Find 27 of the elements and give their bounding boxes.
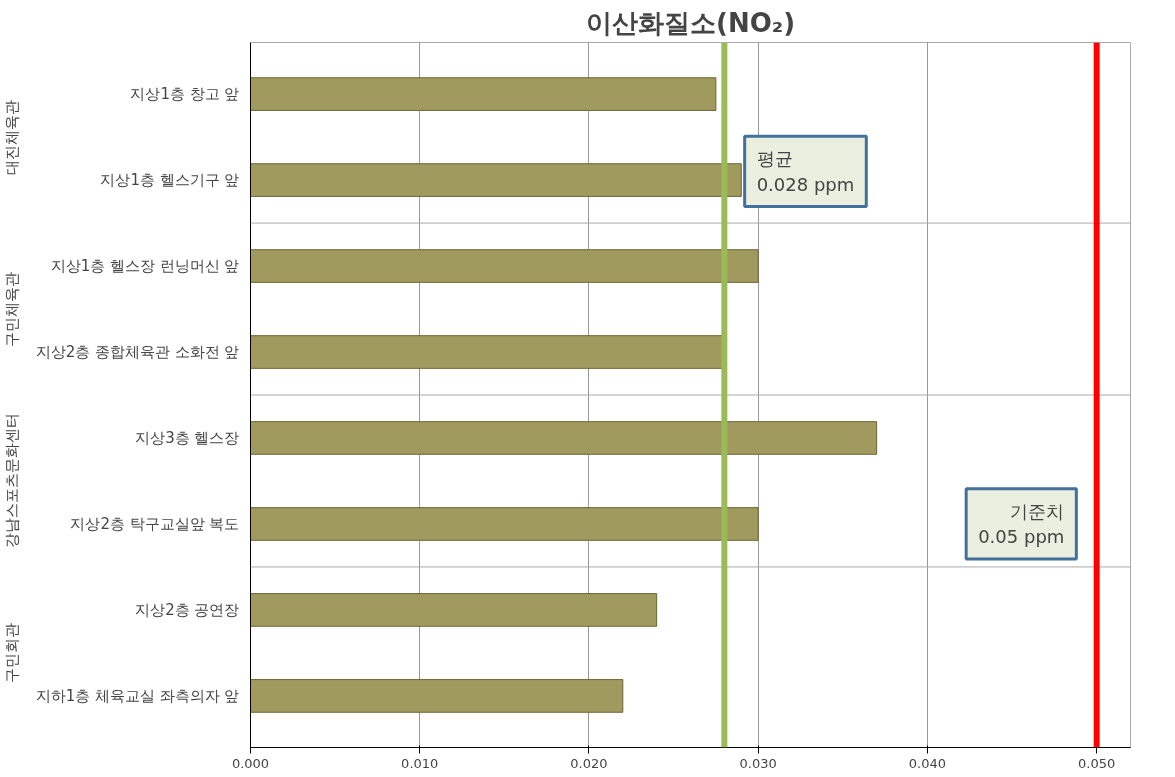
y-tick-label: 지상2층 공연장 (135, 600, 240, 619)
bar (250, 421, 878, 455)
y-tick-label: 지상1층 창고 앞 (130, 85, 240, 104)
bar (250, 249, 759, 283)
x-tick-label: 0.050 (1078, 755, 1116, 771)
x-tick-label: 0.000 (231, 755, 270, 771)
ref-line-label: 평균 0.028 ppm (756, 148, 855, 195)
bar (250, 679, 624, 713)
bar (250, 507, 759, 541)
y-tick-label: 지상1층 헬스장 런닝머신 앞 (50, 257, 240, 276)
bar (250, 77, 717, 111)
y-tick-label: 지상1층 헬스기구 앞 (100, 171, 240, 190)
bar (250, 593, 658, 627)
y-tick-label: 지상2층 탁구교실앞 복도 (70, 514, 240, 533)
ref-line-label: 기준치 0.05 ppm (978, 500, 1065, 548)
x-tick-label: 0.040 (908, 755, 947, 771)
x-tick-label: 0.030 (739, 755, 777, 771)
y-tick-label: 지하1층 체육교실 좌측의자 앞 (35, 686, 240, 705)
text: 구민회관 (3, 622, 22, 683)
text: 구민체육관 (3, 271, 22, 347)
y-tick-label: 지상3층 헬스장 (135, 428, 240, 447)
chart-title: 이산화질소(NO₂) (585, 7, 796, 38)
text: 대진체육관 (3, 99, 22, 175)
text: 강남스포츠문화센터 (3, 413, 22, 549)
x-tick-label: 0.020 (570, 755, 608, 771)
y-tick-label: 지상2층 종합체육관 소화전 앞 (35, 343, 240, 362)
x-tick-label: 0.010 (401, 755, 439, 771)
